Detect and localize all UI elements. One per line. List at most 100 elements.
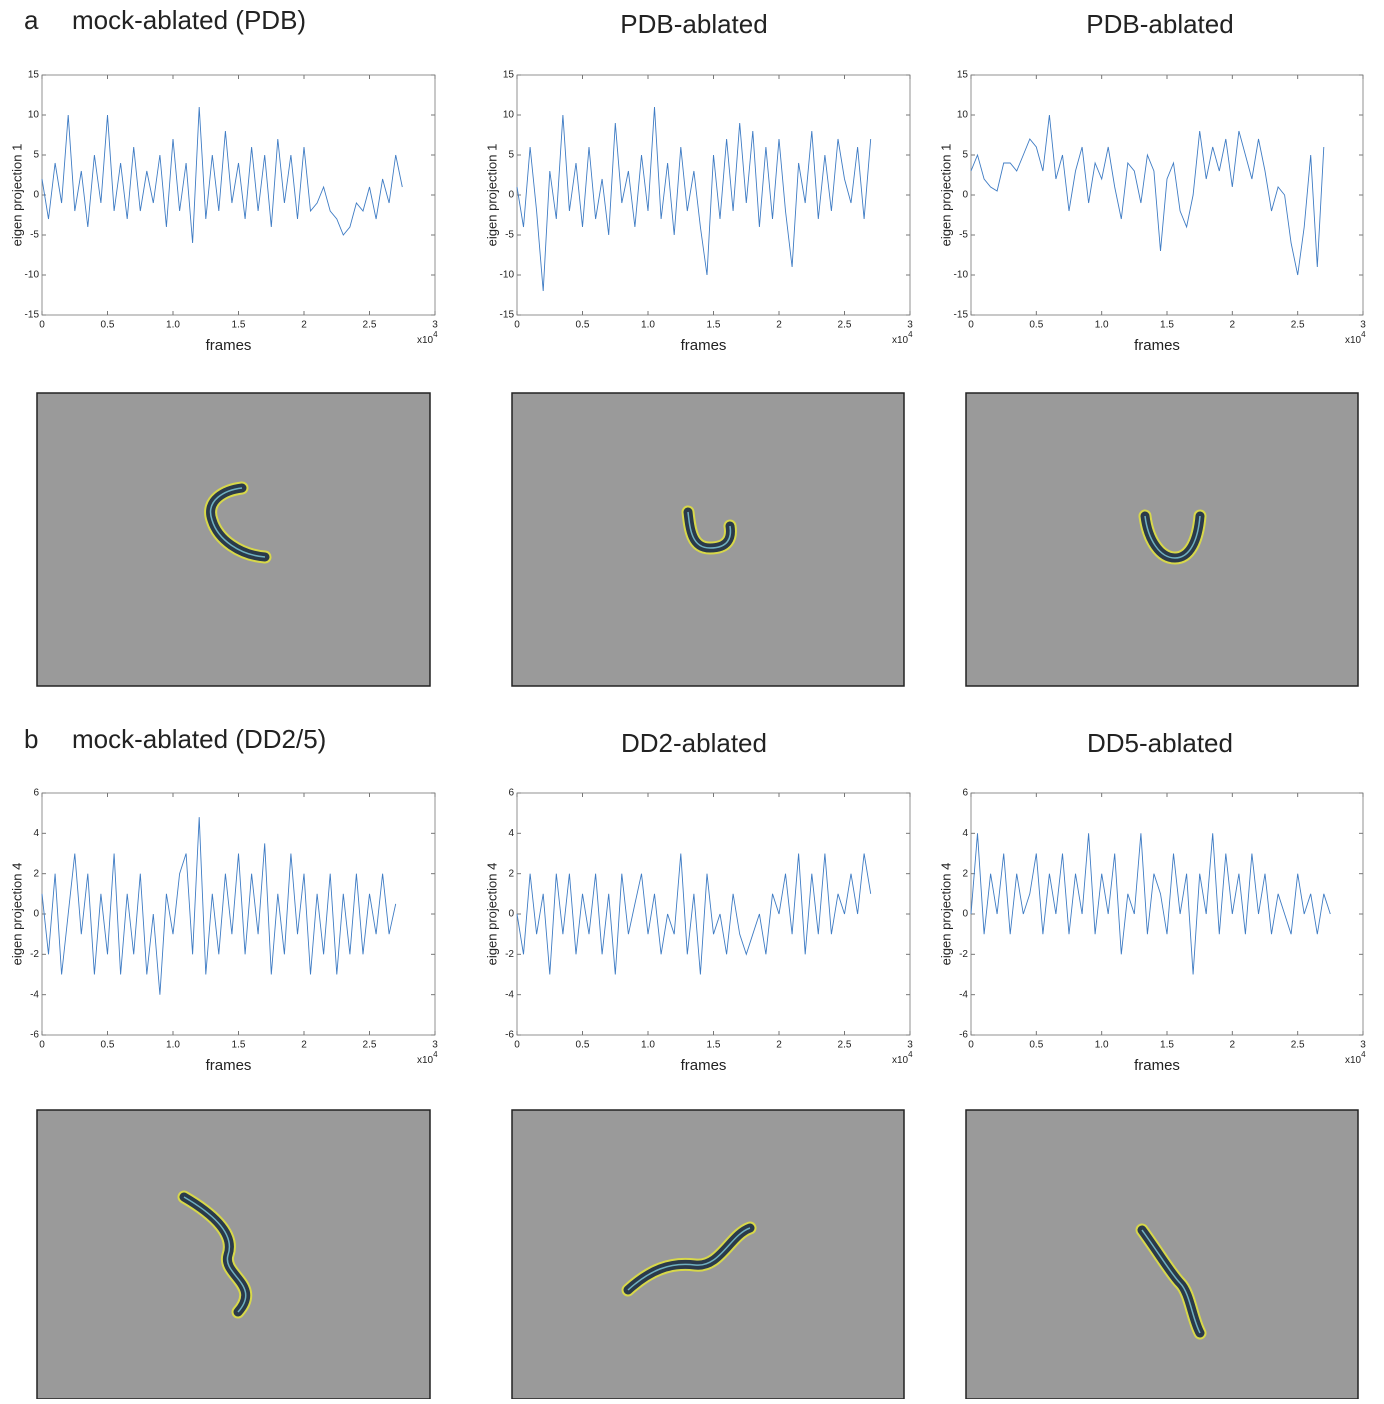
x-multiplier-base: x10 <box>417 1055 434 1066</box>
micrograph <box>965 392 1359 687</box>
x-tick-label: 1.0 <box>166 320 180 331</box>
x-tick-label: 1.0 <box>641 320 655 331</box>
data-line <box>41 106 403 244</box>
y-tick-label: 4 <box>962 828 968 839</box>
panel-title: PDB-ablated <box>620 9 767 39</box>
y-tick-label: 0 <box>33 909 39 920</box>
x-tick-label: 1.5 <box>707 1040 721 1051</box>
x-axis-label: frames <box>681 1057 727 1074</box>
plot-frame <box>516 792 911 1036</box>
y-tick-label: -5 <box>505 230 514 241</box>
y-axis-label: eigen projection 1 <box>9 144 24 247</box>
y-tick-label: 15 <box>28 70 40 81</box>
x-tick-label: 0 <box>968 320 974 331</box>
x-multiplier: x104 <box>1345 1050 1366 1066</box>
x-multiplier-base: x10 <box>417 335 434 346</box>
x-axis-label: frames <box>206 337 252 354</box>
x-multiplier: x104 <box>1345 330 1366 346</box>
x-axis-label: frames <box>206 1057 252 1074</box>
y-tick-label: -15 <box>954 310 969 321</box>
x-tick-label: 3 <box>1360 1040 1366 1051</box>
x-tick-label: 1.5 <box>1160 320 1174 331</box>
x-tick-label: 2.5 <box>838 320 852 331</box>
x-axis-label: frames <box>1134 1057 1180 1074</box>
x-multiplier: x104 <box>892 330 913 346</box>
x-multiplier: x104 <box>417 1050 438 1066</box>
worm-centerline <box>183 1196 247 1313</box>
y-tick-label: -2 <box>30 949 39 960</box>
x-tick-label: 1.0 <box>1095 1040 1109 1051</box>
x-tick-label: 0 <box>514 320 520 331</box>
x-tick-label: 3 <box>907 1040 913 1051</box>
x-multiplier-base: x10 <box>1345 335 1362 346</box>
y-axis-label: eigen projection 1 <box>484 144 499 247</box>
x-tick-label: 0.5 <box>1029 320 1043 331</box>
y-axis-label: eigen projection 4 <box>938 863 953 966</box>
y-tick-label: 4 <box>508 828 514 839</box>
x-tick-label: 3 <box>1360 320 1366 331</box>
y-tick-label: -10 <box>954 270 969 281</box>
x-tick-label: 0 <box>968 1040 974 1051</box>
y-axis-label: eigen projection 1 <box>938 144 953 247</box>
data-line <box>41 817 397 995</box>
x-tick-label: 2.5 <box>1291 320 1305 331</box>
x-tick-label: 3 <box>432 1040 438 1051</box>
x-tick-label: 2.5 <box>363 1040 377 1051</box>
x-tick-label: 3 <box>907 320 913 331</box>
x-tick-label: 2 <box>776 1040 782 1051</box>
x-tick-label: 2 <box>776 320 782 331</box>
y-tick-label: 0 <box>508 190 514 201</box>
x-tick-label: 3 <box>432 320 438 331</box>
y-tick-label: 10 <box>957 110 969 121</box>
x-tick-label: 0 <box>39 1040 45 1051</box>
y-tick-label: 15 <box>503 70 515 81</box>
y-tick-label: 5 <box>508 150 514 161</box>
x-multiplier-exponent: 4 <box>1361 1050 1366 1059</box>
data-line <box>516 106 872 292</box>
panel-label: b <box>24 724 38 754</box>
x-tick-label: 1.0 <box>166 1040 180 1051</box>
panel-title: PDB-ablated <box>1086 9 1233 39</box>
x-tick-label: 1.5 <box>707 320 721 331</box>
x-multiplier-base: x10 <box>1345 1055 1362 1066</box>
y-tick-label: -10 <box>500 270 515 281</box>
x-multiplier-base: x10 <box>892 335 909 346</box>
panel-title: mock-ablated (DD2/5) <box>72 724 326 754</box>
y-axis-label: eigen projection 4 <box>484 863 499 966</box>
y-tick-label: 5 <box>33 150 39 161</box>
y-tick-label: 6 <box>962 788 968 799</box>
micrograph <box>511 392 905 687</box>
y-tick-label: -4 <box>505 989 514 1000</box>
y-tick-label: -5 <box>30 230 39 241</box>
y-tick-label: 2 <box>508 868 514 879</box>
x-tick-label: 1.5 <box>1160 1040 1174 1051</box>
panel-title: DD5-ablated <box>1087 728 1233 758</box>
x-tick-label: 0.5 <box>101 1040 115 1051</box>
x-tick-label: 0.5 <box>1029 1040 1043 1051</box>
x-multiplier: x104 <box>892 1050 913 1066</box>
worm-centerline <box>1141 1229 1201 1334</box>
y-tick-label: -2 <box>505 949 514 960</box>
x-tick-label: 0 <box>39 320 45 331</box>
worm-centerline <box>1144 515 1201 559</box>
panel-title: DD2-ablated <box>621 728 767 758</box>
x-axis-label: frames <box>681 337 727 354</box>
worm-centerline <box>209 487 266 558</box>
panel-label: a <box>24 5 39 35</box>
x-tick-label: 0.5 <box>576 320 590 331</box>
y-tick-label: -4 <box>30 989 39 1000</box>
y-tick-label: -15 <box>25 310 40 321</box>
y-axis-label: eigen projection 4 <box>9 863 24 966</box>
x-multiplier-exponent: 4 <box>433 1050 438 1059</box>
x-tick-label: 2.5 <box>363 320 377 331</box>
y-tick-label: 15 <box>957 70 969 81</box>
x-multiplier-base: x10 <box>892 1055 909 1066</box>
y-tick-label: 0 <box>962 190 968 201</box>
x-tick-label: 2.5 <box>1291 1040 1305 1051</box>
y-tick-label: 2 <box>33 868 39 879</box>
data-line <box>516 853 872 975</box>
x-tick-label: 0.5 <box>101 320 115 331</box>
x-tick-label: 1.5 <box>232 320 246 331</box>
y-tick-label: 10 <box>28 110 40 121</box>
